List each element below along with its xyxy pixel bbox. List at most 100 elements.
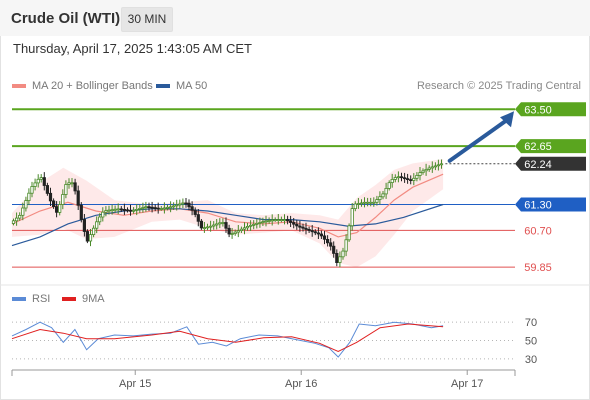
candle-body — [264, 220, 268, 223]
candle-body — [156, 207, 160, 210]
legend-ma50: MA 50 — [156, 80, 207, 92]
candle-body — [270, 219, 274, 222]
candle-body — [362, 201, 367, 204]
candle-body — [119, 208, 123, 211]
candle-body — [39, 177, 43, 180]
level-label-61.30: 61.30 — [524, 200, 552, 212]
candle-body — [165, 206, 170, 209]
candle-body — [73, 182, 77, 192]
candle-body — [138, 207, 142, 210]
candle-body — [335, 252, 339, 263]
candle-body — [424, 168, 428, 172]
candle-body — [110, 209, 114, 212]
legend-bollinger: MA 20 + Bollinger Bands — [12, 80, 153, 92]
instrument-title: Crude Oil (WTI) — [11, 10, 121, 27]
candle-body — [233, 231, 237, 234]
candle-body — [273, 219, 277, 222]
candle-body — [202, 227, 206, 230]
candle-body — [141, 207, 145, 209]
candle-body — [393, 177, 397, 180]
candle-body — [196, 214, 200, 222]
ma9-label: 9MA — [82, 293, 105, 305]
candle-body — [30, 186, 34, 194]
candle-body — [64, 184, 68, 195]
candle-body — [381, 193, 385, 198]
candle-body — [433, 165, 438, 168]
level-label-62.24: 62.24 — [524, 159, 552, 171]
candle-body — [430, 166, 434, 169]
candle-body — [402, 177, 407, 180]
candle-body — [276, 219, 280, 222]
candle-body — [205, 226, 210, 229]
candle-body — [70, 182, 74, 185]
header-bar: Crude Oil (WTI) 30 MIN — [0, 0, 590, 36]
candle-body — [36, 178, 40, 184]
interval-button[interactable]: 30 MIN — [121, 7, 173, 32]
candle-body — [125, 209, 130, 212]
candle-body — [261, 221, 265, 224]
candle-body — [162, 207, 166, 210]
candle-body — [230, 233, 234, 235]
candle-body — [58, 204, 62, 213]
candle-body — [33, 182, 37, 187]
rsi-tick-50: 50 — [525, 336, 537, 348]
candle-body — [282, 219, 287, 222]
candle-body — [212, 224, 216, 227]
candle-body — [252, 223, 256, 226]
candle-body — [98, 216, 102, 223]
candle-body — [24, 200, 28, 209]
rsi-label: RSI — [32, 293, 51, 305]
candle-body — [215, 223, 219, 226]
candle-body — [418, 172, 422, 176]
candle-body — [113, 208, 117, 211]
candle-body — [359, 202, 364, 205]
x-tick-label: Apr 16 — [285, 378, 317, 390]
candle-body — [279, 219, 284, 222]
candle-body — [190, 206, 194, 211]
candle-body — [304, 227, 308, 230]
candle-body — [82, 219, 86, 232]
candle-body — [436, 164, 441, 167]
candle-body — [147, 206, 151, 209]
candle-body — [67, 182, 71, 185]
rsi-line — [11, 321, 444, 358]
candle-body — [193, 209, 197, 215]
rsi-swatch — [12, 297, 26, 302]
candle-body — [298, 225, 302, 228]
candle-body — [187, 202, 191, 208]
forecast-arrow-shaft — [447, 117, 510, 163]
candle-body — [95, 221, 99, 229]
candle-body — [175, 204, 179, 207]
forecast-arrow-head — [500, 111, 514, 128]
candle-body — [11, 220, 16, 224]
candle-body — [372, 201, 376, 204]
candle-body — [208, 225, 213, 228]
level-tag-63.50 — [515, 102, 586, 117]
candle-body — [258, 222, 262, 224]
candle-body — [405, 178, 410, 181]
candle-body — [332, 245, 336, 254]
candle-body — [329, 242, 333, 247]
candle-body — [288, 220, 293, 223]
candle-body — [52, 200, 56, 207]
candle-body — [384, 187, 388, 195]
candle-body — [128, 209, 133, 212]
candle-body — [107, 209, 111, 212]
candle-body — [178, 203, 182, 206]
candle-body — [227, 227, 231, 235]
candle-body — [412, 177, 416, 181]
candle-body — [267, 220, 271, 222]
candle-body — [347, 225, 351, 241]
candle-body — [415, 174, 419, 179]
candle-body — [168, 206, 173, 209]
candle-body — [421, 170, 425, 173]
x-tick-label: Apr 17 — [451, 378, 483, 390]
candle-body — [221, 222, 225, 224]
bollinger-swatch — [12, 84, 26, 89]
candle-body — [181, 202, 185, 205]
rsi-tick-30: 30 — [525, 354, 537, 366]
candle-body — [48, 192, 53, 202]
level-tag-62.65 — [515, 139, 586, 154]
candle-body — [338, 256, 342, 263]
